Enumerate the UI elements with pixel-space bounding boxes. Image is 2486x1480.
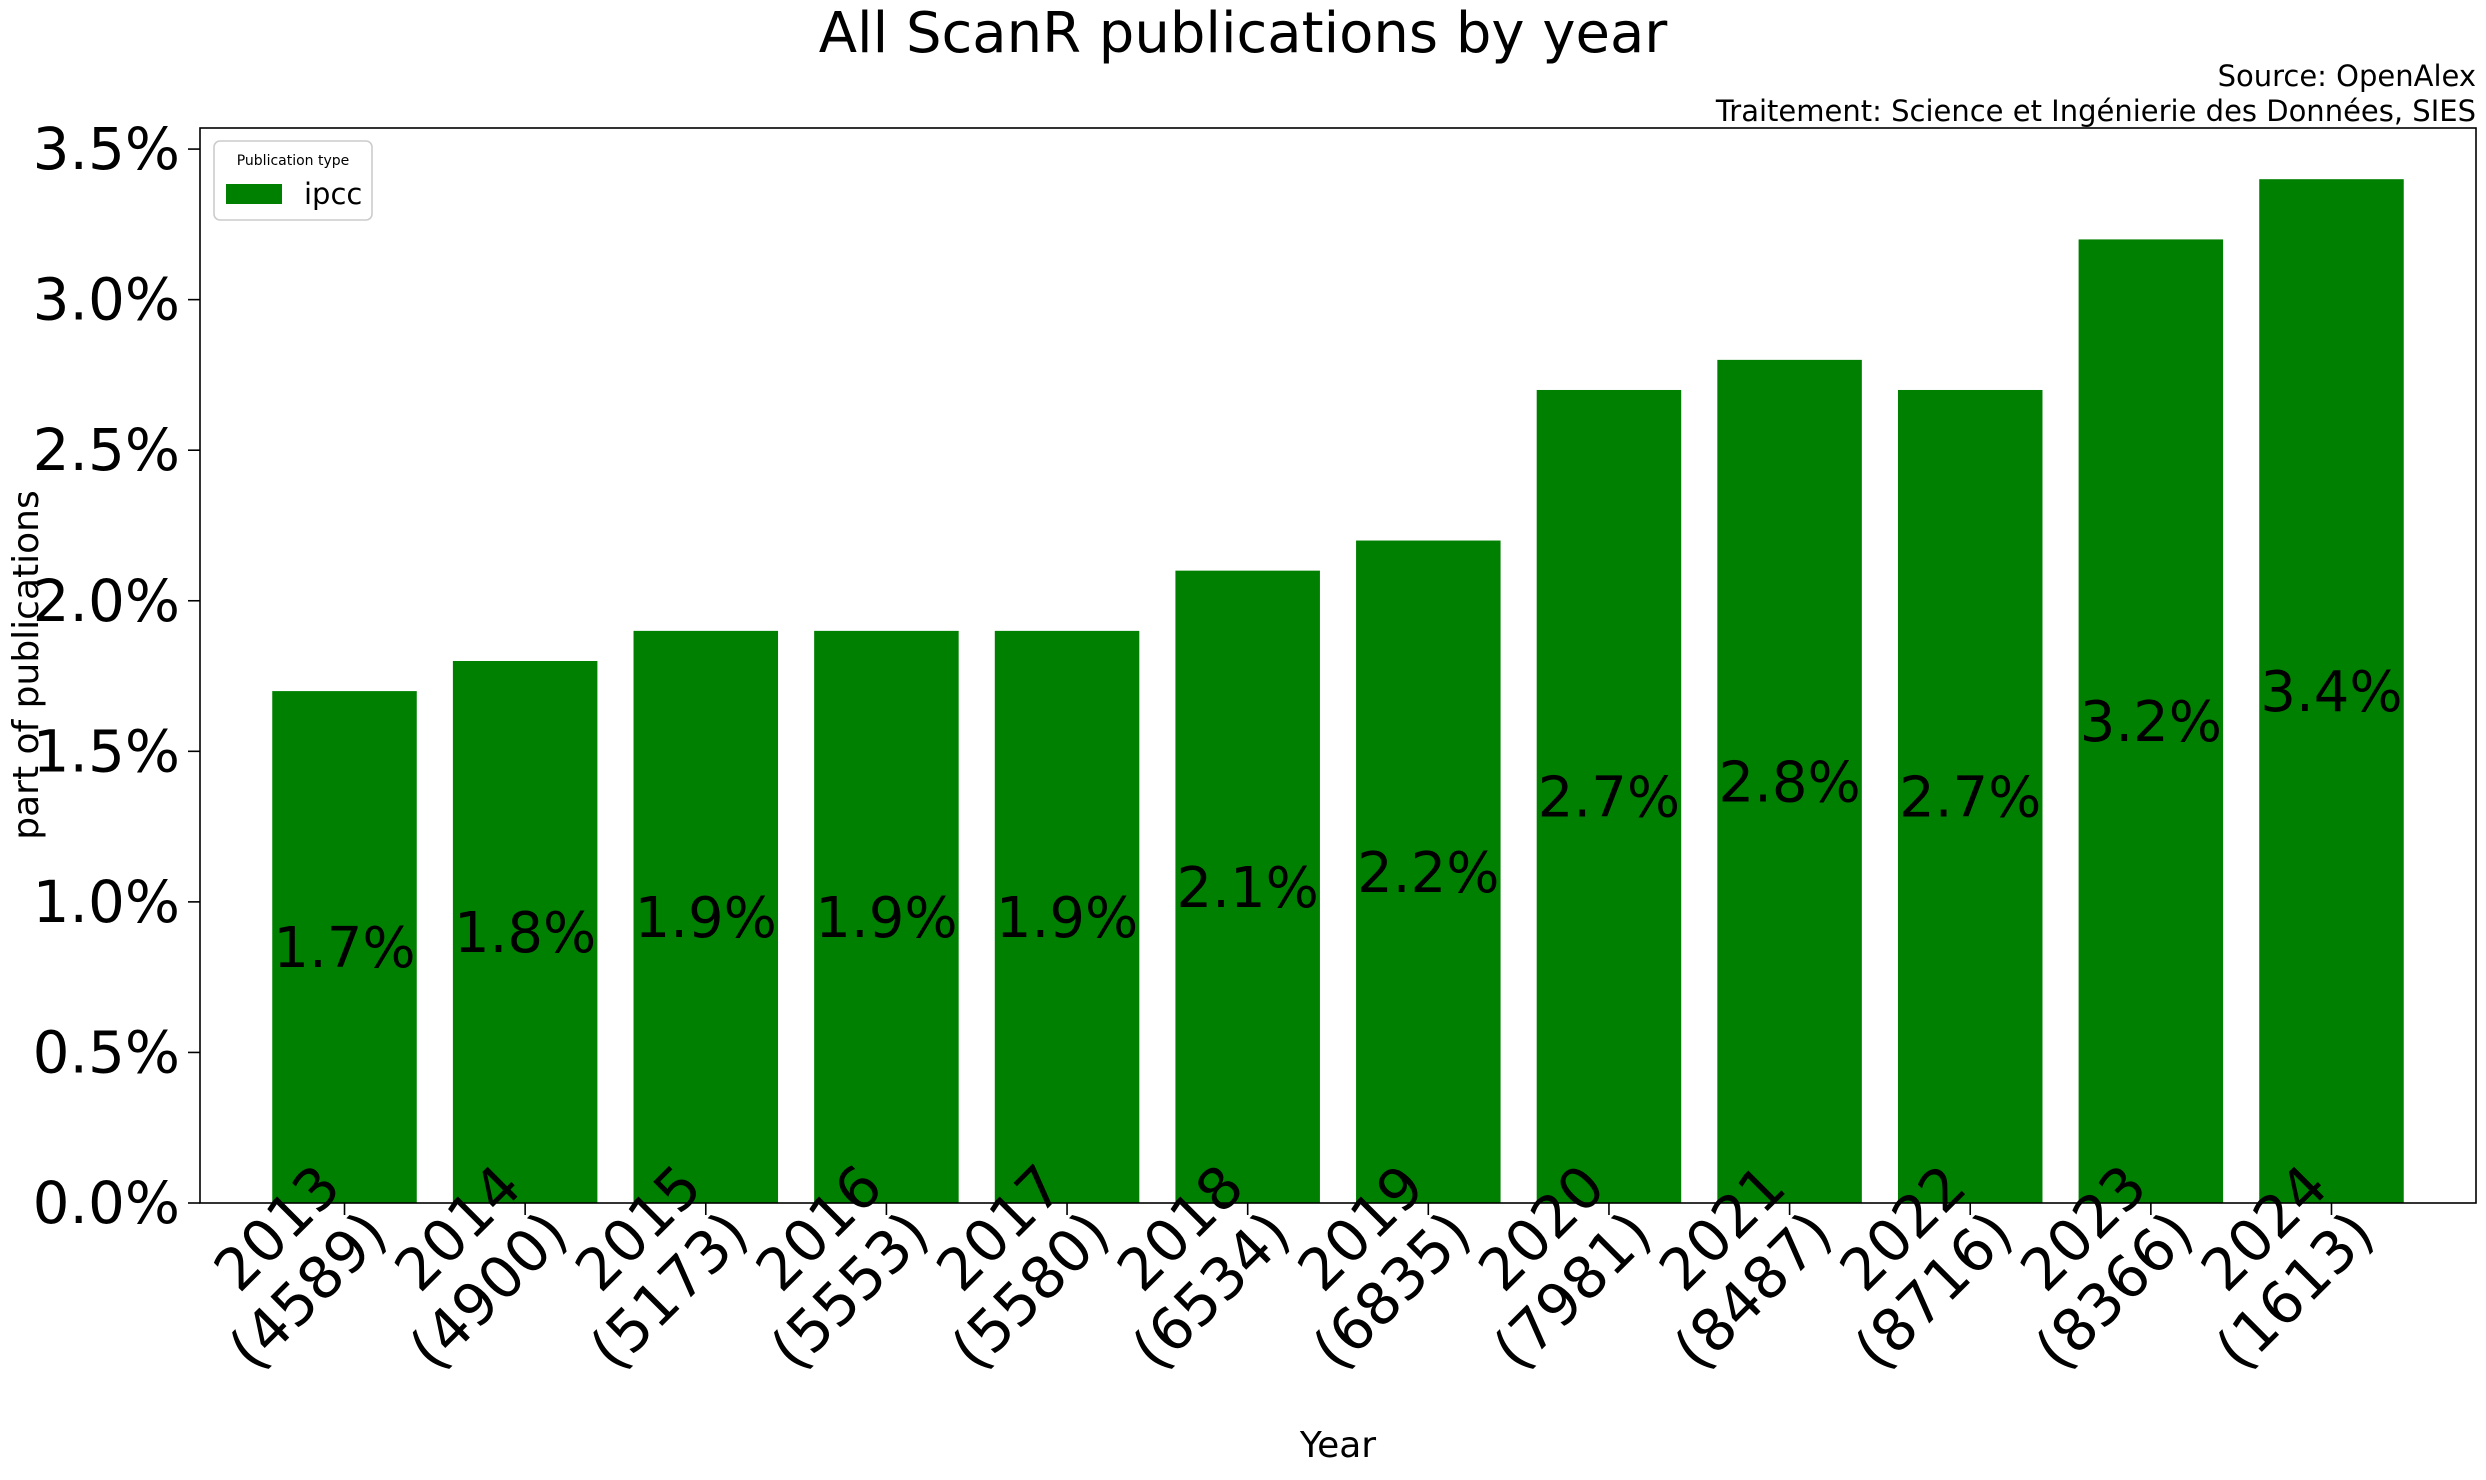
x-axis-label: Year xyxy=(1299,1425,1376,1466)
bar-label-2014: 1.8% xyxy=(454,901,596,966)
y-tick-label: 2.5% xyxy=(33,416,180,484)
bar-2018 xyxy=(1175,570,1320,1203)
y-tick-label: 0.5% xyxy=(33,1018,180,1086)
y-tick-label: 1.0% xyxy=(33,868,180,936)
bar-2024 xyxy=(2259,179,2404,1203)
bar-2023 xyxy=(2078,239,2224,1204)
bar-label-2024: 3.4% xyxy=(2260,660,2402,725)
bar-label-2022: 2.7% xyxy=(1899,765,2041,830)
bar-2022 xyxy=(1897,389,2043,1203)
plot-frame xyxy=(199,127,2477,1204)
source-line: Source: OpenAlex xyxy=(2218,59,2476,93)
y-tick-label: 3.5% xyxy=(33,115,180,183)
bar-label-2023: 3.2% xyxy=(2080,690,2222,755)
bar-2014 xyxy=(452,660,598,1203)
bar-label-2016: 1.9% xyxy=(815,886,957,951)
bar-2013 xyxy=(272,691,417,1203)
legend-swatch xyxy=(226,184,282,204)
bar-2015 xyxy=(633,630,779,1203)
bar-label-2020: 2.7% xyxy=(1538,765,1680,830)
bar-label-2019: 2.2% xyxy=(1357,841,1499,906)
bar-2021 xyxy=(1717,359,1862,1203)
y-axis: 0.0% 0.5% 1.0% 1.5% 2.0% 2.5% 3.0% 3.5% xyxy=(33,115,200,1237)
bar-label-2013: 1.7% xyxy=(273,916,415,981)
y-tick-label: 0.0% xyxy=(33,1169,180,1237)
bar-label-2018: 2.1% xyxy=(1177,856,1319,921)
y-axis-label: part of publications xyxy=(6,490,47,840)
legend: Publication type ipcc xyxy=(213,140,373,221)
chart-title: All ScanR publications by year xyxy=(819,1,1669,66)
bar-2020 xyxy=(1536,389,1682,1203)
bar-2016 xyxy=(814,630,959,1203)
bar-label-2015: 1.9% xyxy=(635,886,777,951)
bar-label-2017: 1.9% xyxy=(996,886,1138,951)
bar-label-2021: 2.8% xyxy=(1718,750,1860,815)
bar-2019 xyxy=(1356,540,1501,1203)
credit-line: Traitement: Science et Ingénierie des Do… xyxy=(1715,94,2476,128)
bars-layer xyxy=(272,179,2404,1204)
bar-labels-layer: 1.7% 1.8% 1.9% 1.9% 1.9% 2.1% 2.2% 2.7% 2.8% 2.7%… xyxy=(273,660,2402,981)
y-tick-label: 2.0% xyxy=(33,567,180,635)
bar-2017 xyxy=(994,630,1140,1203)
legend-entry-ipcc: ipcc xyxy=(304,177,362,211)
legend-title: Publication type xyxy=(237,153,350,169)
y-tick-label: 3.0% xyxy=(33,266,180,334)
y-tick-label: 1.5% xyxy=(33,717,180,785)
